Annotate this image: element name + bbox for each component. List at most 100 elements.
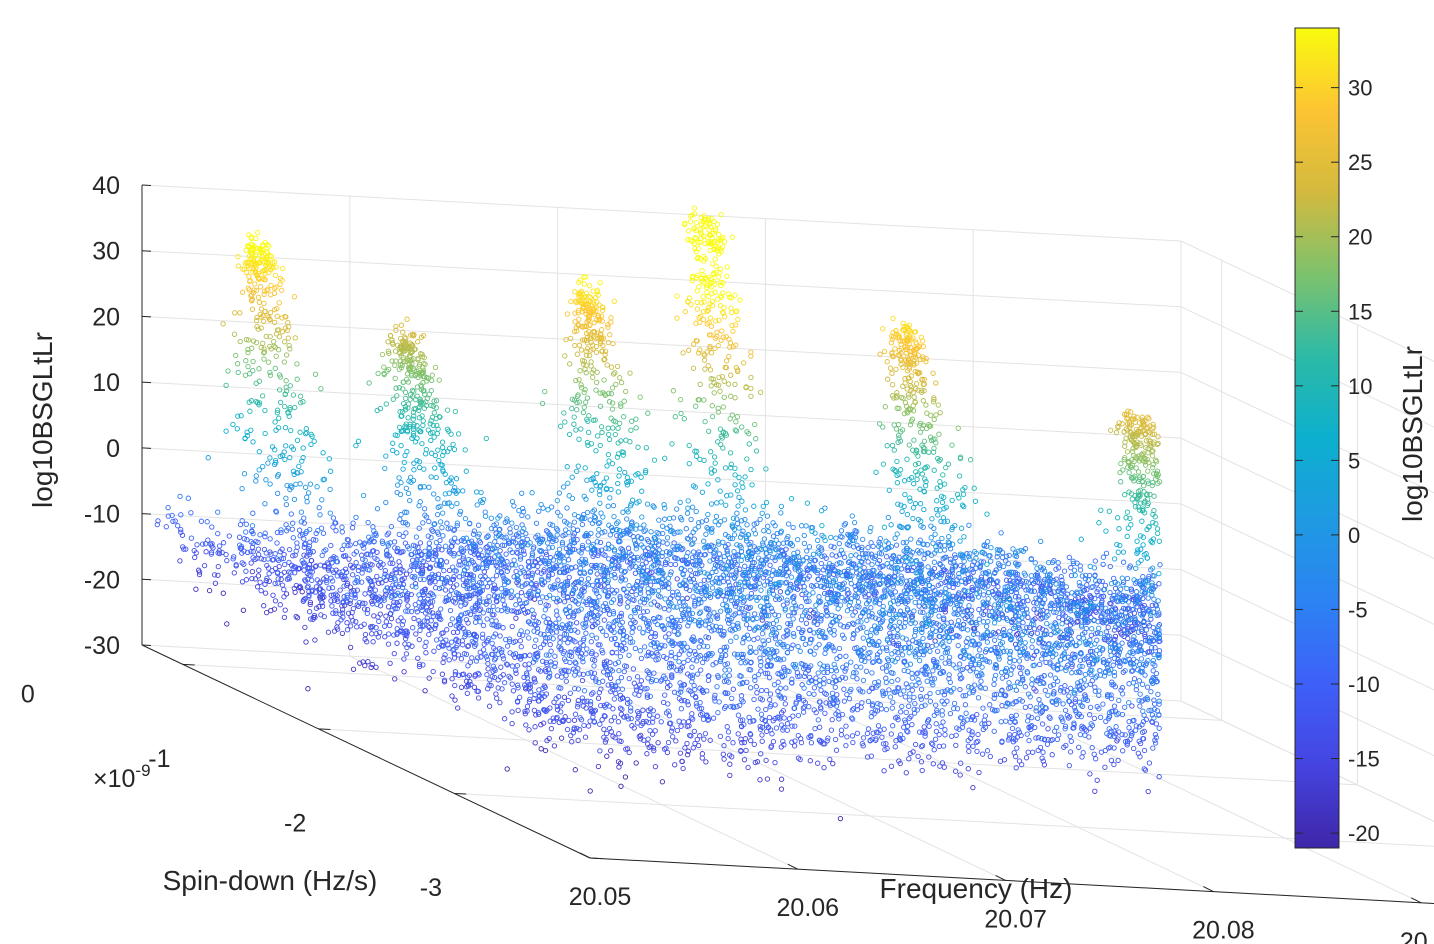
scatter-point bbox=[772, 557, 778, 564]
scatter-point bbox=[361, 562, 367, 569]
scatter-point bbox=[422, 361, 428, 367]
scatter-point bbox=[583, 274, 589, 280]
scatter-point bbox=[639, 514, 645, 520]
scatter-point bbox=[360, 492, 367, 499]
scatter-point bbox=[367, 552, 374, 558]
scatter-point bbox=[612, 431, 618, 438]
scatter-point bbox=[286, 324, 292, 330]
scatter-point bbox=[442, 491, 448, 497]
scatter-point bbox=[329, 578, 336, 584]
scatter-point bbox=[697, 226, 703, 233]
scatter-point bbox=[293, 548, 299, 554]
scatter-point bbox=[618, 403, 624, 409]
scatter-point bbox=[602, 351, 608, 358]
scatter-point bbox=[624, 516, 630, 522]
scatter-point bbox=[520, 548, 527, 554]
scatter-point bbox=[852, 609, 858, 615]
scatter-point bbox=[579, 385, 585, 391]
scatter-point bbox=[272, 551, 278, 557]
scatter-point bbox=[680, 546, 686, 552]
scatter-point bbox=[243, 568, 249, 574]
scatter-point bbox=[242, 260, 248, 266]
grid-line bbox=[1180, 240, 1434, 362]
scatter-point bbox=[688, 301, 694, 308]
scatter-point bbox=[747, 544, 753, 550]
scatter-point bbox=[305, 686, 311, 692]
scatter-point bbox=[432, 364, 439, 371]
scatter-point bbox=[383, 619, 389, 625]
scatter-point bbox=[435, 546, 441, 552]
scatter-point bbox=[488, 525, 495, 532]
scatter-point bbox=[439, 444, 446, 451]
scatter-point bbox=[941, 547, 948, 553]
scatter-point bbox=[803, 620, 810, 626]
scatter-point bbox=[307, 599, 314, 606]
scatter-point bbox=[648, 529, 654, 535]
scatter-point bbox=[708, 449, 714, 455]
scatter-point bbox=[586, 313, 592, 319]
scatter-point bbox=[620, 452, 626, 458]
scatter-point bbox=[250, 338, 257, 344]
scatter-point bbox=[430, 528, 436, 534]
scatter-point bbox=[742, 474, 748, 480]
scatter-point bbox=[869, 561, 875, 568]
scatter-point bbox=[593, 349, 600, 355]
scatter-point bbox=[631, 554, 637, 561]
scatter-point bbox=[250, 367, 256, 374]
scatter-point bbox=[249, 234, 255, 240]
scatter-point bbox=[385, 641, 392, 647]
scatter-point bbox=[637, 525, 643, 531]
scatter-point bbox=[277, 602, 283, 608]
scatter-point bbox=[420, 520, 426, 526]
scatter-point bbox=[178, 512, 184, 518]
scatter-point bbox=[567, 361, 573, 367]
scatter-point bbox=[574, 468, 580, 475]
scatter-point bbox=[910, 515, 916, 522]
scatter-point bbox=[668, 550, 674, 556]
scatter-point bbox=[267, 372, 274, 378]
scatter-point bbox=[404, 316, 410, 322]
scatter-point bbox=[865, 559, 871, 565]
scatter-point bbox=[452, 408, 459, 415]
scatter-point bbox=[328, 542, 334, 549]
scatter-point bbox=[300, 454, 306, 461]
scatter-point bbox=[303, 639, 309, 645]
scatter-point bbox=[469, 557, 475, 564]
scatter-point bbox=[420, 332, 427, 339]
scatter-point bbox=[904, 511, 911, 518]
scatter-point bbox=[786, 569, 792, 575]
scatter-point bbox=[724, 548, 730, 555]
scatter-point bbox=[730, 328, 736, 334]
scatter-point bbox=[411, 467, 417, 473]
scatter-point bbox=[396, 559, 402, 565]
scatter-point bbox=[777, 589, 784, 595]
scatter-point bbox=[732, 482, 738, 488]
scatter-point bbox=[350, 572, 356, 578]
scatter-point bbox=[428, 534, 434, 541]
scatter-point bbox=[1084, 582, 1090, 588]
scatter-point bbox=[299, 589, 305, 595]
scatter-point bbox=[209, 540, 215, 547]
scatter-point bbox=[699, 275, 705, 281]
scatter-point bbox=[274, 529, 281, 536]
scatter-point bbox=[554, 497, 560, 504]
scatter-point bbox=[448, 587, 454, 593]
scatter-point bbox=[697, 381, 703, 387]
scatter-point bbox=[382, 465, 388, 472]
scatter-point bbox=[628, 520, 635, 526]
scatter-point bbox=[621, 398, 627, 404]
scatter-point bbox=[261, 276, 267, 283]
scatter-point bbox=[492, 585, 498, 591]
scatter-point bbox=[627, 439, 633, 445]
scatter-point bbox=[388, 556, 395, 562]
scatter-point bbox=[949, 497, 955, 504]
scatter-point bbox=[293, 582, 299, 589]
scatter-point bbox=[569, 474, 575, 480]
scatter-point bbox=[656, 517, 662, 523]
scatter-point bbox=[258, 325, 264, 331]
scatter-point bbox=[287, 406, 293, 413]
scatter-point bbox=[892, 346, 898, 352]
scatter-point bbox=[795, 536, 801, 543]
scatter-point bbox=[339, 607, 346, 613]
scatter-point bbox=[288, 483, 294, 489]
